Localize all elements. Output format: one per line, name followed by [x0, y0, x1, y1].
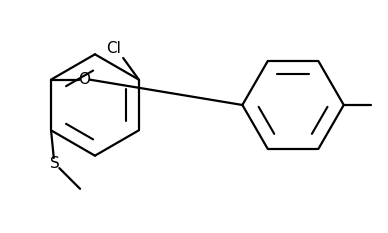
Text: O: O — [78, 72, 90, 87]
Text: Cl: Cl — [107, 41, 121, 56]
Text: S: S — [50, 156, 60, 171]
